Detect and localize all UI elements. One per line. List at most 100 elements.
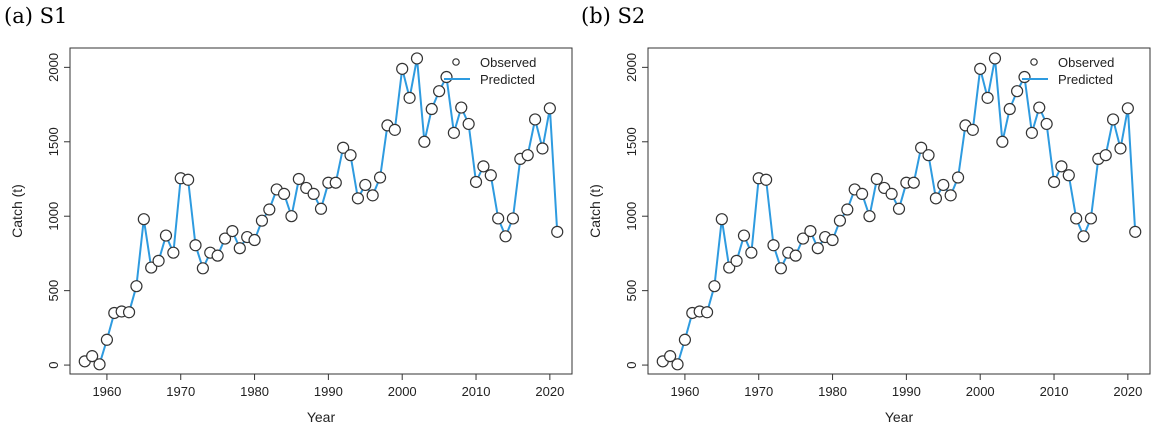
observed-point [974, 62, 987, 75]
observed-point [418, 135, 431, 148]
observed-point [951, 171, 965, 184]
y-tick-label: 0 [46, 361, 61, 368]
observed-point [100, 333, 114, 346]
observed-point [425, 102, 438, 116]
y-tick-label: 1000 [624, 202, 639, 231]
y-tick-label: 1500 [46, 127, 61, 156]
legend-observed-label: Observed [1058, 55, 1114, 70]
observed-point [314, 202, 328, 215]
observed-point [855, 187, 869, 200]
observed-point [885, 187, 898, 200]
observed-point [492, 212, 505, 225]
observed-point [263, 203, 276, 216]
observed-point [506, 212, 520, 225]
observed-point [484, 169, 497, 182]
x-axis-label: Year [307, 409, 336, 425]
observed-point [351, 192, 365, 205]
observed-point [248, 233, 261, 247]
observed-point [1114, 142, 1127, 155]
y-tick-label: 2000 [624, 53, 639, 82]
observed-point [811, 242, 824, 255]
observed-point [93, 358, 106, 371]
observed-point [285, 210, 298, 223]
observed-point [211, 249, 224, 262]
observed-point [1011, 85, 1024, 98]
observed-point [981, 91, 994, 104]
observed-point [499, 230, 512, 243]
y-axis-label: Catch (t) [9, 184, 25, 238]
observed-point [462, 117, 475, 131]
observed-point [159, 229, 173, 242]
observed-point [277, 187, 291, 200]
observed-point [863, 210, 876, 223]
x-tick-label: 2000 [388, 384, 417, 399]
observed-point [1129, 225, 1142, 238]
observed-point [477, 160, 490, 173]
observed-point [1018, 70, 1031, 84]
legend-observed-marker [452, 58, 460, 66]
observed-point [396, 62, 409, 75]
observed-point [833, 214, 847, 227]
observed-point [708, 280, 721, 293]
observed-point [1077, 230, 1090, 243]
observed-point [915, 141, 928, 154]
observed-point [536, 142, 549, 155]
observed-point [907, 176, 920, 189]
observed-point [929, 192, 943, 205]
observed-point [1040, 117, 1053, 131]
observed-point [455, 101, 468, 114]
observed-point [767, 239, 780, 252]
x-tick-label: 1980 [818, 384, 847, 399]
observed-point [366, 189, 379, 202]
observed-point [774, 262, 787, 275]
legend-predicted-label: Predicted [480, 72, 535, 87]
y-tick-label: 1500 [624, 127, 639, 156]
chart-s2: 1960 1970 1980 1990 2000 2010 2020 0 500 1000 1500… [587, 47, 1151, 425]
observed-point [122, 306, 136, 319]
observed-point [1106, 113, 1120, 126]
y-tick-label: 2000 [46, 53, 61, 82]
observed-point [189, 239, 202, 252]
observed-point [233, 242, 246, 255]
observed-point [1099, 149, 1112, 162]
observed-point [730, 254, 743, 267]
observed-point [737, 229, 751, 242]
observed-point [1055, 160, 1068, 173]
observed-point [196, 262, 209, 275]
observed-point [152, 254, 165, 267]
observed-point [469, 175, 483, 189]
observed-point [1121, 102, 1134, 115]
observed-point [745, 246, 758, 259]
x-tick-label: 1960 [670, 384, 699, 399]
observed-point [307, 187, 320, 200]
x-tick-label: 1970 [744, 384, 773, 399]
observed-point [1025, 126, 1038, 139]
observed-point [892, 202, 906, 215]
x-tick-label: 2020 [535, 384, 564, 399]
observed-point [447, 126, 460, 139]
panel-title-b: (b) S2 [581, 4, 646, 28]
observed-point [760, 173, 773, 186]
y-tick-label: 0 [624, 361, 639, 368]
x-tick-label: 2010 [462, 384, 491, 399]
observed-point [329, 176, 342, 189]
observed-point [789, 249, 802, 262]
observed-point [292, 172, 305, 186]
observed-point [167, 246, 180, 259]
observed-point [1003, 102, 1016, 116]
observed-point [988, 52, 1002, 65]
observed-point [841, 203, 854, 216]
observed-point [218, 232, 232, 245]
y-tick-label: 500 [46, 280, 61, 302]
observed-point [715, 213, 728, 226]
observed-point [130, 280, 143, 293]
chart-s1: 1960 1970 1980 1990 2000 2010 2020 0 500 1000 1500… [9, 47, 573, 425]
observed-point [433, 85, 446, 98]
legend-observed-label: Observed [480, 55, 536, 70]
x-tick-label: 1960 [92, 384, 121, 399]
observed-point [359, 178, 372, 192]
observed-point [1084, 212, 1098, 225]
panel-title-a: (a) S1 [4, 4, 68, 28]
observed-point [521, 149, 534, 162]
y-tick-label: 500 [624, 280, 639, 302]
